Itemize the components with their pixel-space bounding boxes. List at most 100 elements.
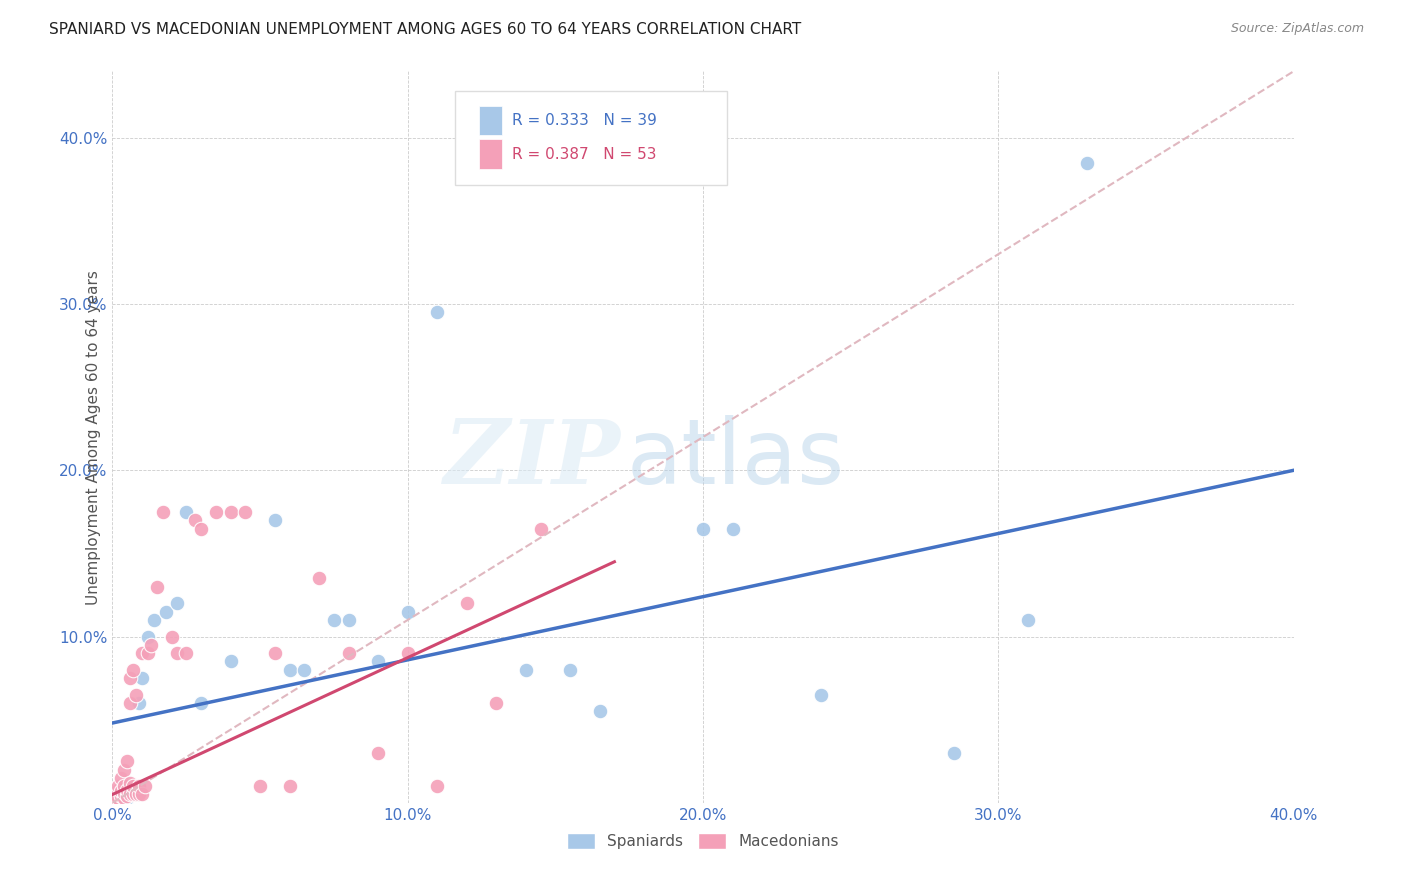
- Point: [942, 746, 965, 760]
- Point: [396, 605, 419, 619]
- Point: [323, 613, 346, 627]
- Point: [721, 521, 744, 535]
- Point: [136, 646, 159, 660]
- Text: R = 0.387   N = 53: R = 0.387 N = 53: [512, 146, 657, 161]
- Point: [110, 784, 132, 798]
- Point: [160, 630, 183, 644]
- Point: [184, 513, 207, 527]
- Point: [131, 788, 153, 802]
- Point: [190, 696, 212, 710]
- Point: [292, 663, 315, 677]
- Point: [190, 521, 212, 535]
- Point: [142, 613, 165, 627]
- Point: [426, 305, 449, 319]
- Point: [117, 782, 138, 797]
- Point: [692, 521, 714, 535]
- Point: [166, 596, 188, 610]
- Point: [134, 779, 156, 793]
- Point: [122, 779, 145, 793]
- Point: [125, 782, 148, 797]
- Point: [155, 605, 177, 619]
- Point: [367, 655, 389, 669]
- Y-axis label: Unemployment Among Ages 60 to 64 years: Unemployment Among Ages 60 to 64 years: [86, 269, 101, 605]
- Point: [107, 782, 129, 797]
- Point: [152, 505, 174, 519]
- Point: [139, 638, 162, 652]
- Point: [122, 786, 145, 800]
- Point: [120, 788, 142, 802]
- Point: [337, 646, 360, 660]
- Point: [515, 663, 537, 677]
- Point: [104, 788, 127, 802]
- Point: [810, 688, 832, 702]
- Point: [107, 779, 129, 793]
- Point: [104, 792, 127, 806]
- Point: [117, 789, 138, 804]
- Point: [120, 696, 142, 710]
- Point: [278, 779, 301, 793]
- Point: [603, 147, 626, 161]
- Legend: Spaniards, Macedonians: Spaniards, Macedonians: [561, 827, 845, 855]
- Point: [112, 779, 135, 793]
- Text: Source: ZipAtlas.com: Source: ZipAtlas.com: [1230, 22, 1364, 36]
- Point: [166, 646, 188, 660]
- Point: [396, 646, 419, 660]
- FancyBboxPatch shape: [478, 139, 502, 169]
- Point: [110, 771, 132, 785]
- Point: [120, 671, 142, 685]
- Point: [112, 789, 135, 804]
- FancyBboxPatch shape: [456, 91, 727, 185]
- FancyBboxPatch shape: [478, 106, 502, 135]
- Point: [117, 754, 138, 768]
- Point: [112, 786, 135, 800]
- Point: [588, 705, 610, 719]
- Point: [112, 763, 135, 777]
- Point: [120, 776, 142, 790]
- Point: [128, 788, 150, 802]
- Point: [110, 789, 132, 804]
- Point: [233, 505, 256, 519]
- Point: [120, 788, 142, 802]
- Point: [117, 790, 138, 805]
- Text: atlas: atlas: [626, 415, 845, 503]
- Point: [367, 746, 389, 760]
- Point: [205, 505, 228, 519]
- Point: [122, 788, 145, 802]
- Point: [337, 613, 360, 627]
- Point: [174, 505, 197, 519]
- Point: [485, 696, 508, 710]
- Point: [125, 788, 148, 802]
- Point: [219, 655, 242, 669]
- Point: [174, 646, 197, 660]
- Text: SPANIARD VS MACEDONIAN UNEMPLOYMENT AMONG AGES 60 TO 64 YEARS CORRELATION CHART: SPANIARD VS MACEDONIAN UNEMPLOYMENT AMON…: [49, 22, 801, 37]
- Point: [136, 630, 159, 644]
- Point: [117, 782, 138, 797]
- Point: [1076, 155, 1098, 169]
- Text: ZIP: ZIP: [444, 416, 620, 502]
- Point: [264, 646, 287, 660]
- Point: [112, 790, 135, 805]
- Point: [456, 596, 478, 610]
- Point: [249, 779, 271, 793]
- Point: [122, 779, 145, 793]
- Point: [122, 663, 145, 677]
- Point: [128, 696, 150, 710]
- Point: [219, 505, 242, 519]
- Point: [110, 788, 132, 802]
- Point: [558, 663, 582, 677]
- Point: [131, 671, 153, 685]
- Point: [278, 663, 301, 677]
- Point: [125, 688, 148, 702]
- Point: [146, 580, 169, 594]
- Point: [112, 786, 135, 800]
- Point: [107, 790, 129, 805]
- Point: [104, 792, 127, 806]
- Point: [264, 513, 287, 527]
- Point: [1017, 613, 1039, 627]
- Point: [131, 646, 153, 660]
- Point: [107, 790, 129, 805]
- Text: R = 0.333   N = 39: R = 0.333 N = 39: [512, 113, 657, 128]
- Point: [308, 571, 330, 585]
- Point: [110, 784, 132, 798]
- Point: [529, 521, 551, 535]
